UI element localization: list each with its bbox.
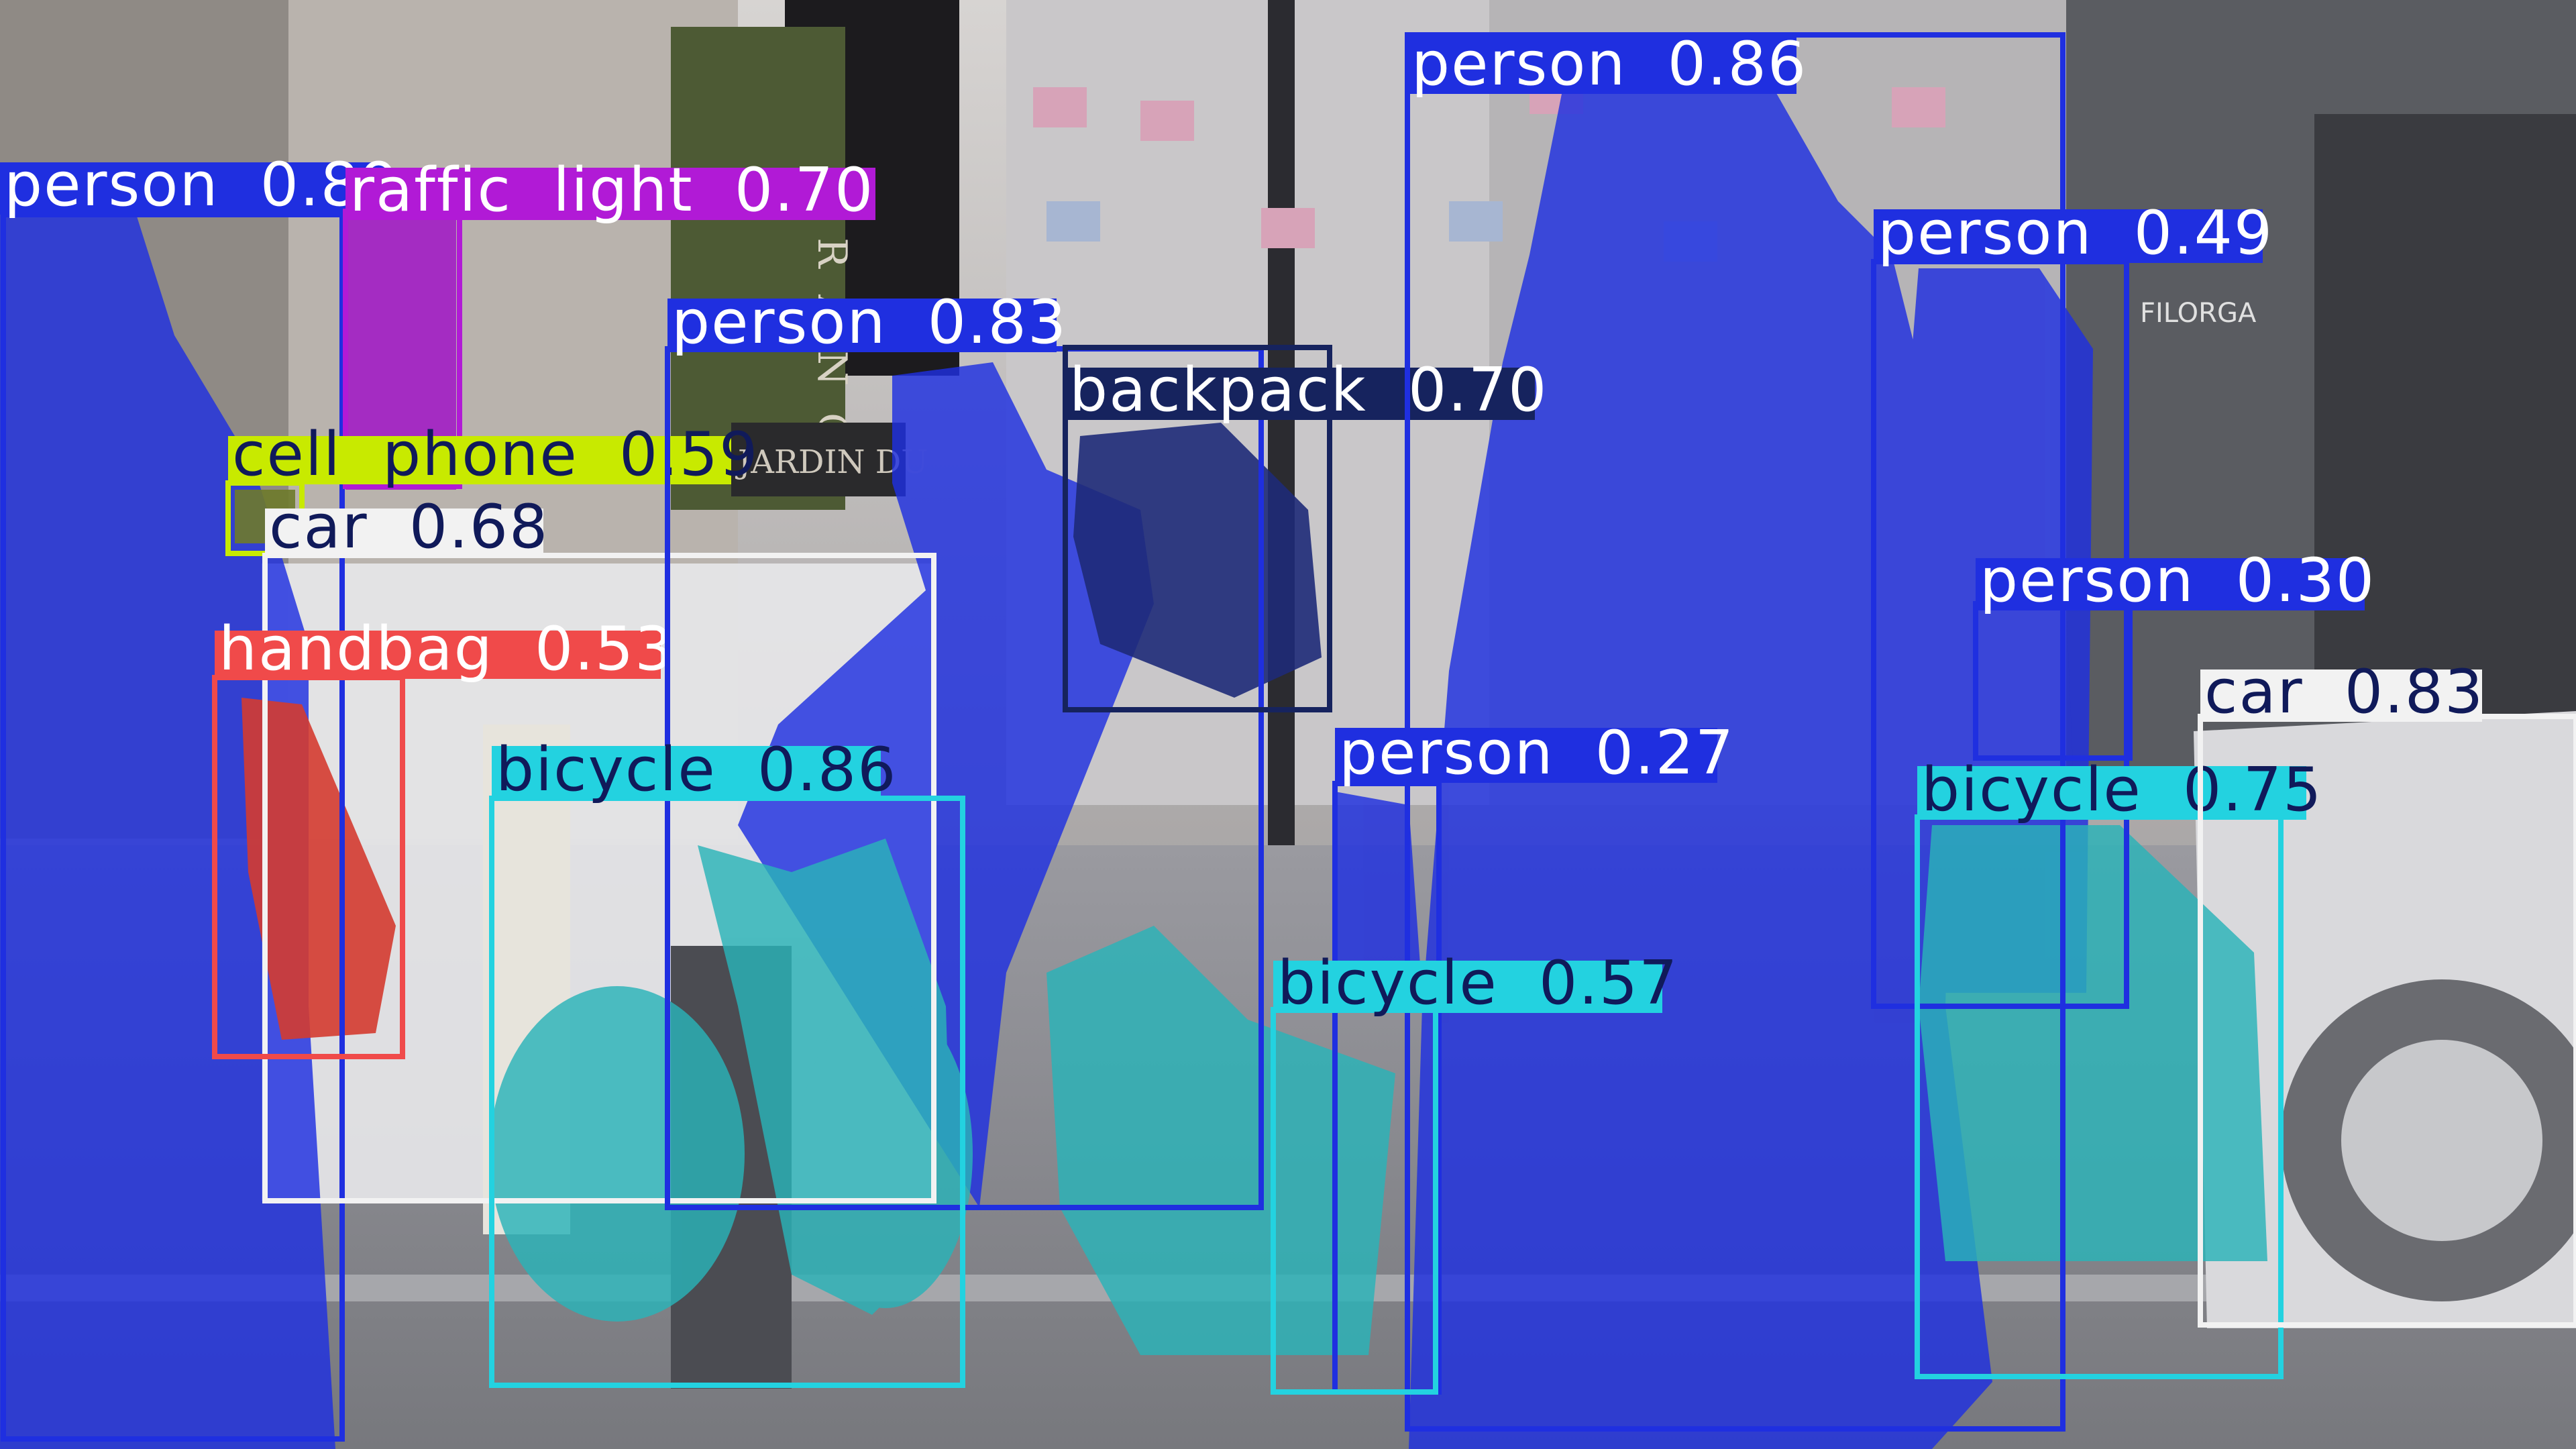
bounding-box bbox=[1871, 259, 2129, 1009]
label-background bbox=[265, 508, 543, 557]
label-background bbox=[667, 299, 1057, 352]
jardin-sign-board bbox=[731, 423, 906, 496]
detection-label: person 0.86 bbox=[1411, 29, 1807, 99]
label-background bbox=[345, 168, 875, 220]
detection-label: car 0.68 bbox=[269, 492, 549, 562]
detection-person-5: person 0.30 bbox=[1973, 545, 2375, 761]
detection-label: car 0.83 bbox=[2204, 657, 2484, 727]
label-background bbox=[1917, 766, 2306, 820]
bounding-box bbox=[212, 675, 405, 1059]
detection-label: person 0.30 bbox=[1980, 545, 2375, 616]
label-background bbox=[215, 631, 661, 679]
detection-label: person 0.83 bbox=[672, 287, 1067, 358]
label-background bbox=[1407, 37, 1796, 94]
bounding-box bbox=[489, 796, 965, 1388]
detection-label: person 0.89 bbox=[4, 150, 400, 220]
bounding-box bbox=[1, 212, 345, 1442]
detection-label: backpack 0.70 bbox=[1069, 355, 1548, 425]
bicycle-masks bbox=[490, 825, 2267, 1355]
detection-car-2: car 0.83 bbox=[2198, 657, 2576, 1328]
detection-label: person 0.49 bbox=[1878, 198, 2273, 268]
detection-car-1: car 0.68 bbox=[262, 492, 936, 1203]
detection-label: handbag 0.53 bbox=[219, 614, 674, 684]
kiosk-dark-panel bbox=[2314, 114, 2576, 718]
car-right-rim bbox=[2341, 1040, 2542, 1241]
detection-label: bicycle 0.75 bbox=[1921, 755, 2322, 825]
bunting-flags bbox=[1033, 74, 1945, 262]
detection-bicycle-2: bicycle 0.57 bbox=[1271, 948, 1678, 1395]
label-background bbox=[1874, 209, 2263, 263]
detection-person-1: person 0.89 bbox=[0, 150, 400, 1442]
label-background bbox=[1065, 368, 1535, 420]
label-background bbox=[2200, 669, 2482, 722]
bounding-box bbox=[1332, 781, 1442, 1395]
detection-label: bicycle 0.86 bbox=[496, 735, 897, 805]
street-pole bbox=[1268, 0, 1295, 939]
label-background bbox=[1976, 558, 2365, 610]
label-background bbox=[1273, 961, 1662, 1013]
detection-person-6: person 0.27 bbox=[1332, 718, 1735, 1395]
label-background bbox=[492, 746, 881, 800]
detection-person-4: person 0.49 bbox=[1871, 198, 2273, 1009]
bounding-box bbox=[1973, 601, 2133, 761]
detection-bicycle-3: bicycle 0.75 bbox=[1915, 755, 2322, 1379]
handbag-mask bbox=[241, 698, 396, 1040]
bounding-box bbox=[262, 553, 936, 1203]
detection-label: bicycle 0.57 bbox=[1277, 948, 1678, 1018]
detection-person-3: person 0.86 bbox=[1405, 29, 2065, 1432]
label-background bbox=[228, 436, 731, 484]
bounding-box bbox=[1271, 1007, 1438, 1395]
detection-traffic-light-1: raffic light 0.70 bbox=[343, 155, 875, 489]
detection-label: person 0.27 bbox=[1339, 718, 1735, 788]
label-background bbox=[1335, 728, 1717, 783]
detection-label: cell phone 0.59 bbox=[232, 419, 759, 490]
bounding-box bbox=[1915, 814, 2284, 1379]
bounding-box bbox=[1063, 345, 1332, 712]
detection-handbag-1: handbag 0.53 bbox=[212, 614, 674, 1059]
detection-person-2: person 0.83 bbox=[665, 287, 1264, 1210]
label-background bbox=[0, 162, 386, 215]
detection-label: raffic light 0.70 bbox=[350, 155, 874, 225]
detection-bicycle-1: bicycle 0.86 bbox=[489, 735, 965, 1388]
detection-backpack-1: backpack 0.70 bbox=[1063, 345, 1548, 712]
shop-sign-text: FILORGA bbox=[2140, 298, 2257, 329]
